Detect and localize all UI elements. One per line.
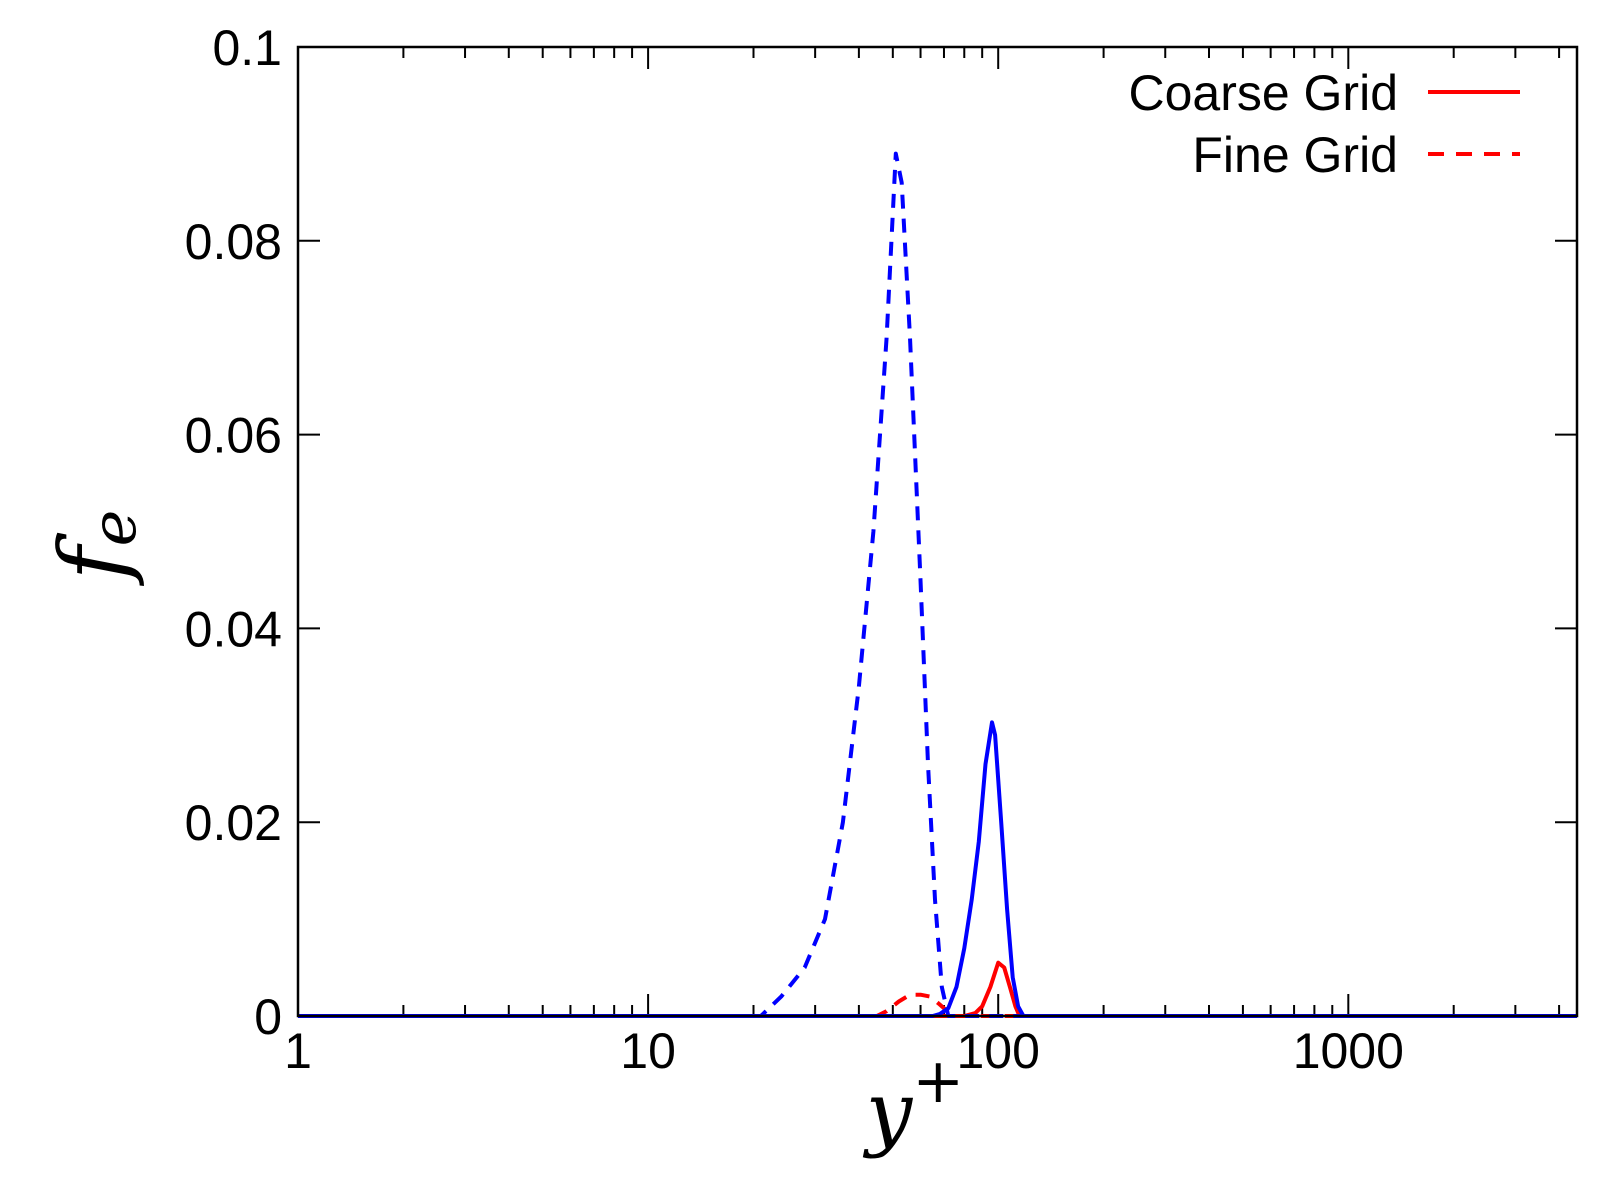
x-tick-label: 1000 (1293, 1023, 1404, 1079)
y-tick-label: 0.06 (185, 408, 282, 464)
y-tick-label: 0.08 (185, 214, 282, 270)
solid-blue-series-line (298, 720, 1577, 1018)
y-tick-label: 0.04 (185, 601, 282, 657)
x-axis-label-base: y (862, 1065, 914, 1160)
svg-text:fe: fe (40, 510, 150, 587)
y-axis-label: fe (40, 510, 150, 587)
plot-frame (296, 45, 1579, 1018)
x-axis-label: y+ (862, 1044, 964, 1160)
legend: Coarse Grid Fine Grid (1128, 65, 1520, 183)
y-tick-label: 0.02 (185, 795, 282, 851)
legend-label-coarse-grid: Coarse Grid (1128, 65, 1398, 121)
y-axis-label-sub: e (77, 510, 150, 547)
x-tick-label: 1 (284, 1023, 312, 1079)
series-lines (298, 151, 1577, 1018)
x-tick-labels: 1 10 100 1000 (284, 1023, 1404, 1079)
coarse-grid-series-line (298, 960, 1577, 1018)
y-tick-label: 0.1 (212, 20, 282, 76)
x-tick-label: 10 (620, 1023, 676, 1079)
legend-label-fine-grid: Fine Grid (1192, 127, 1398, 183)
y-tick-label: 0 (254, 989, 282, 1045)
y-tick-labels: 0 0.02 0.04 0.06 0.08 0.1 (185, 20, 282, 1045)
tick-marks (297, 46, 1577, 1017)
dashed-blue-series-line (298, 151, 1577, 1018)
x-tick-label: 100 (956, 1023, 1039, 1079)
x-axis-label-sup: + (912, 1044, 964, 1117)
fine-grid-series-line (298, 992, 1577, 1018)
